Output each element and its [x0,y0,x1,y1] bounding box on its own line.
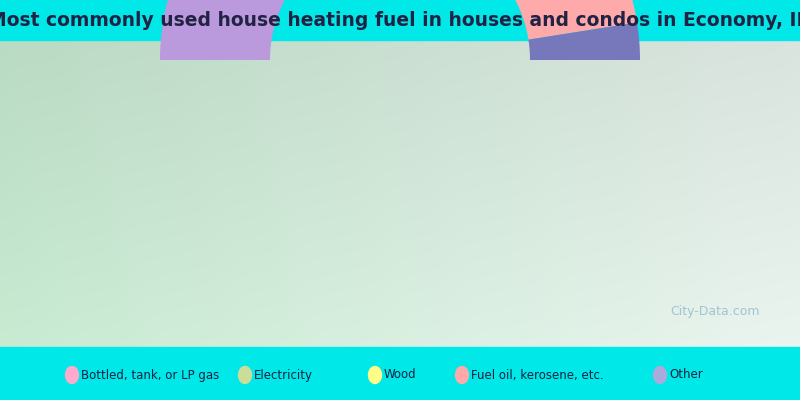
Polygon shape [505,0,637,40]
Ellipse shape [238,366,251,384]
Bar [0,347,800,400]
Text: Fuel oil, kerosene, etc.: Fuel oil, kerosene, etc. [471,368,604,382]
Text: Electricity: Electricity [254,368,313,382]
Text: Other: Other [669,368,702,382]
Text: Most commonly used house heating fuel in houses and condos in Economy, IN: Most commonly used house heating fuel in… [0,10,800,30]
Ellipse shape [369,366,382,384]
Text: City-Data.com: City-Data.com [670,305,760,318]
Bar [0,0,800,40]
Polygon shape [160,0,341,60]
Ellipse shape [654,366,666,384]
Ellipse shape [66,366,78,384]
Text: Bottled, tank, or LP gas: Bottled, tank, or LP gas [81,368,219,382]
Polygon shape [528,22,640,60]
Text: Wood: Wood [384,368,417,382]
Ellipse shape [455,366,469,384]
